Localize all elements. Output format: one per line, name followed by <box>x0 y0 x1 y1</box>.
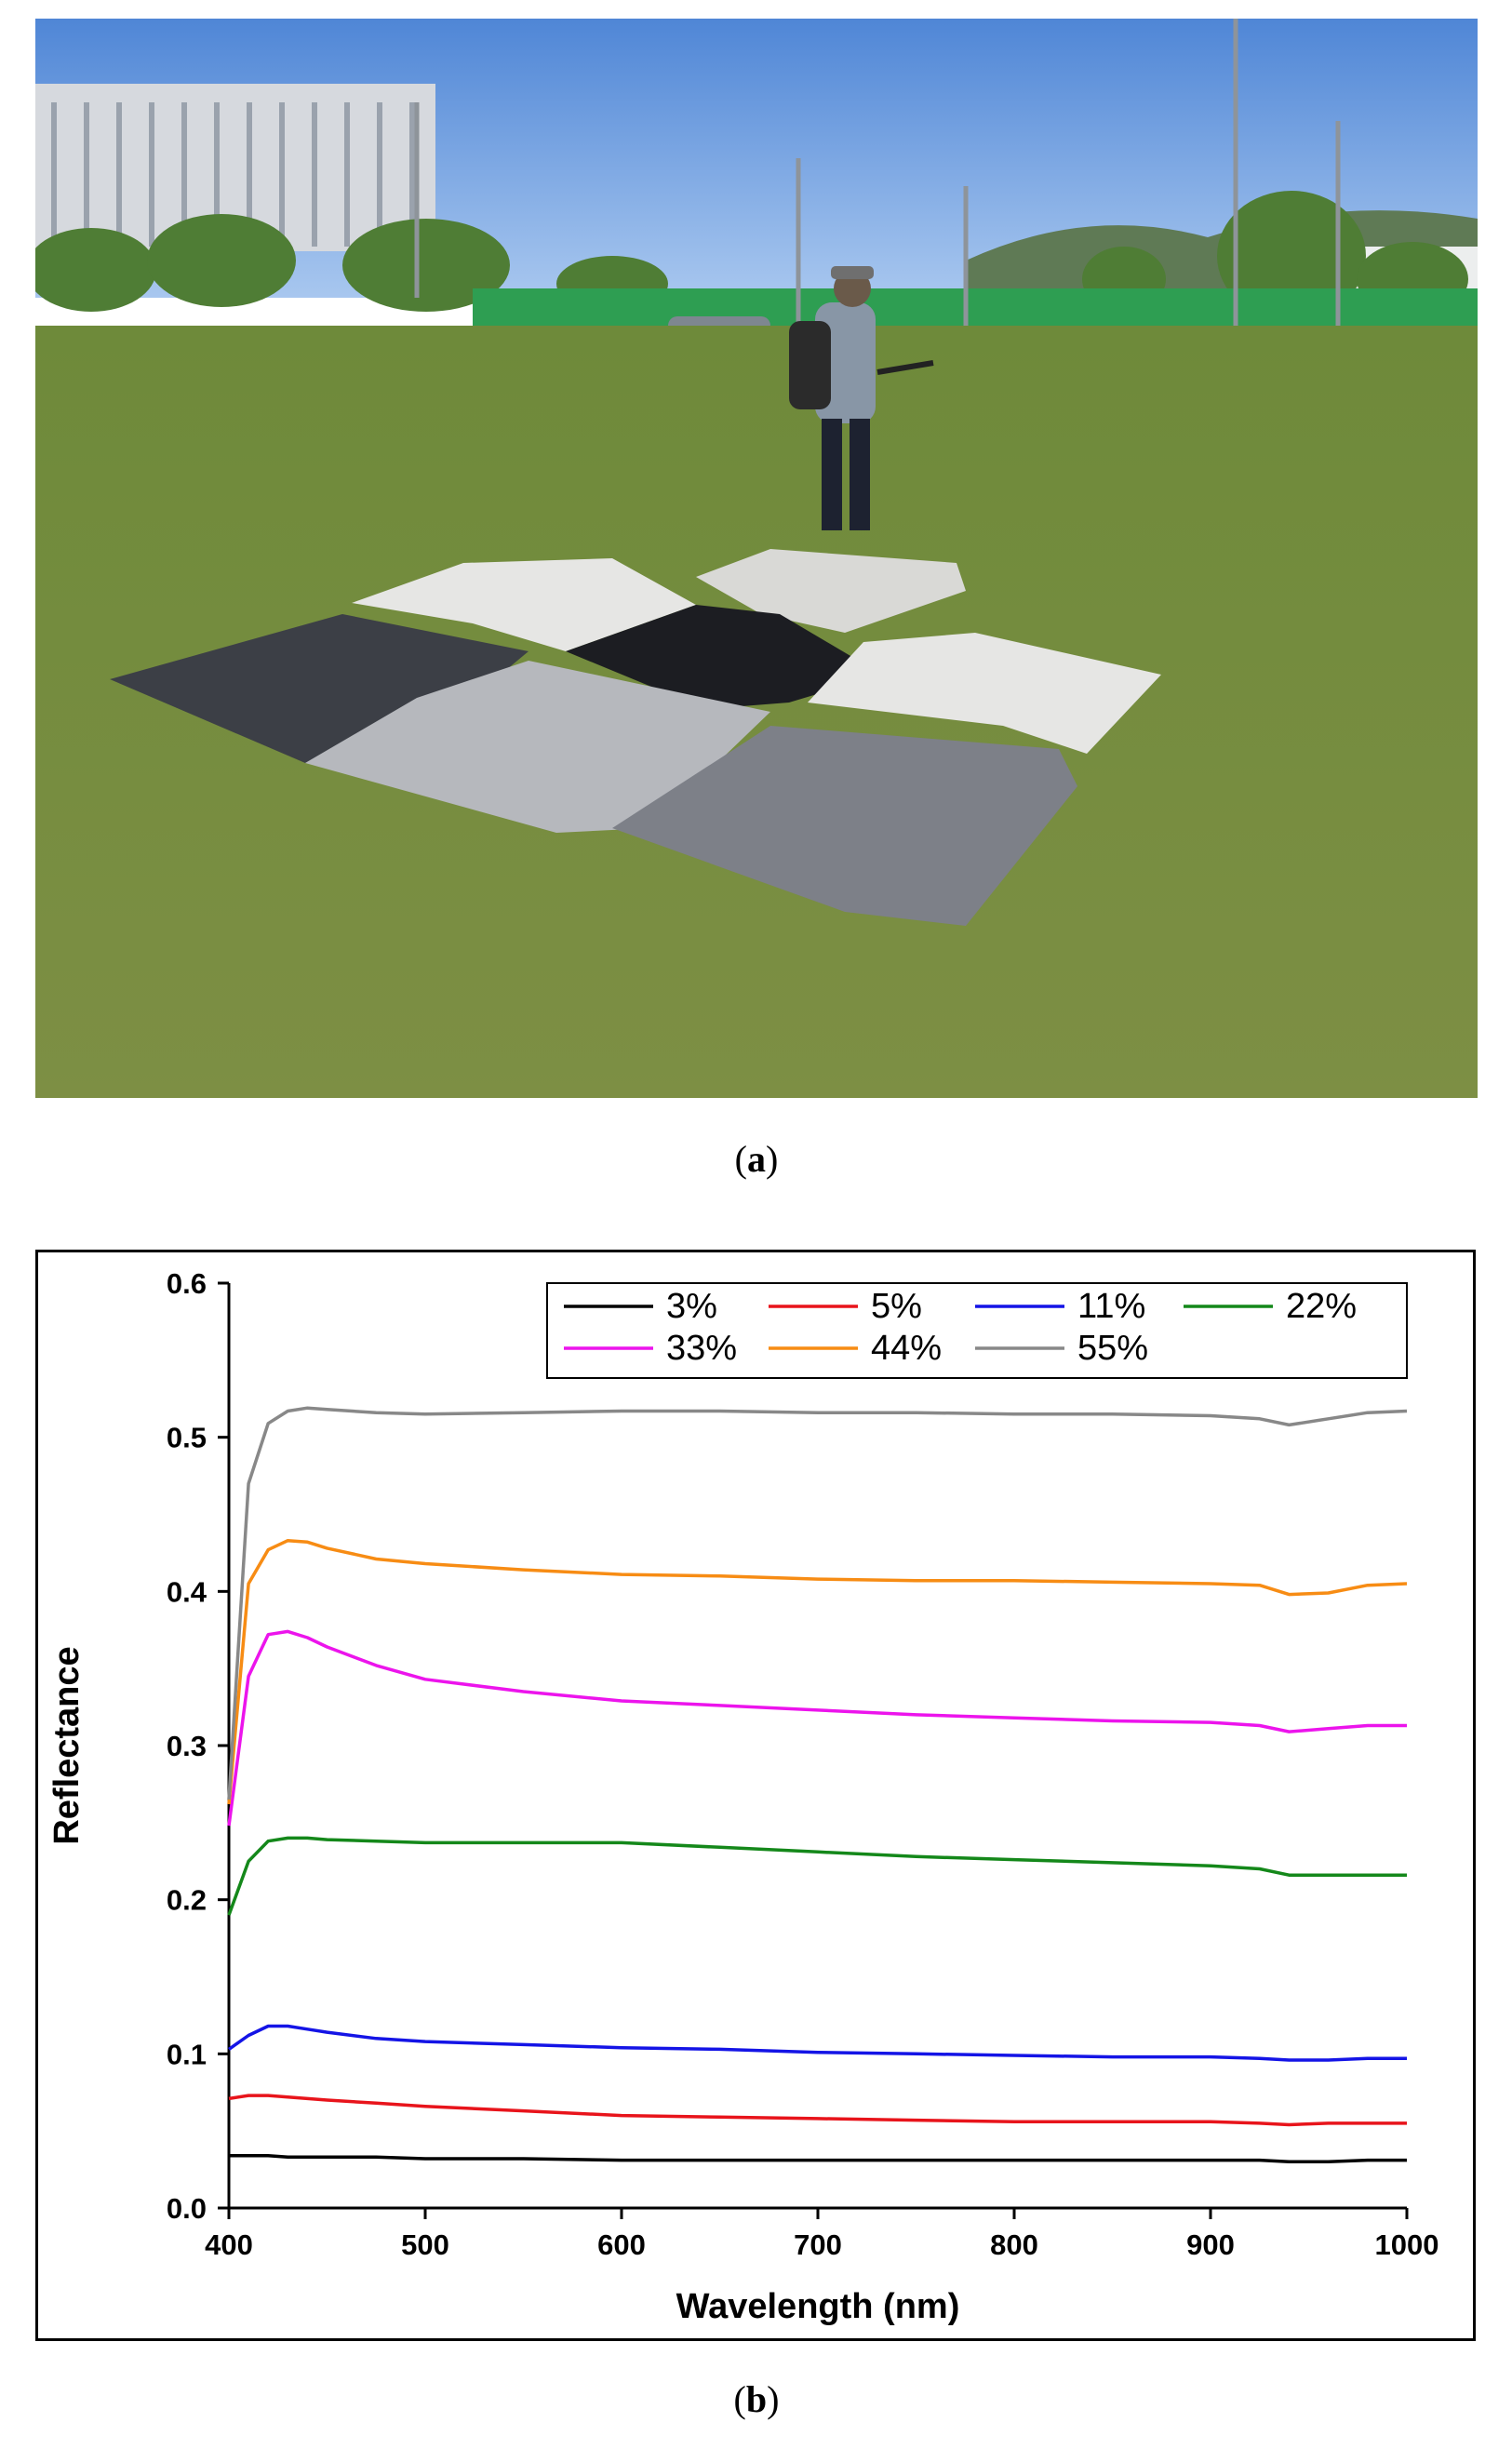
x-tick-label: 700 <box>794 2228 842 2261</box>
x-axis-title: Wavelength (nm) <box>676 2287 960 2326</box>
legend: 3% 5% 11% 22% 33% 44% 55% <box>546 1282 1408 1379</box>
x-tick-label: 600 <box>597 2228 646 2261</box>
legend-label: 33% <box>666 1329 737 1368</box>
x-tick-label: 1000 <box>1375 2228 1439 2261</box>
tarp-right-white <box>808 633 1161 754</box>
y-tick-label: 0.1 <box>167 2038 207 2070</box>
x-tick-label: 500 <box>401 2228 449 2261</box>
series-line-55pct <box>227 1406 1408 1800</box>
tarp-top-right <box>696 549 966 633</box>
tarp-gray-front <box>612 726 1077 926</box>
legend-label: 44% <box>871 1329 942 1368</box>
light-poles <box>414 19 1341 344</box>
series-line-44pct <box>227 1538 1408 1805</box>
x-tick-label: 900 <box>1186 2228 1235 2261</box>
series-line-5pct <box>228 2094 1407 2127</box>
tarp-black <box>566 605 882 709</box>
panel-a-caption: (a) <box>734 1138 779 1180</box>
field-photo <box>35 19 1478 1098</box>
x-tick-label: 400 <box>205 2228 253 2261</box>
reflectance-chart: 400 500 600 700 800 900 1000 0.0 0.1 0.2 0.3 0.4 0.5… <box>47 1267 1439 2326</box>
y-tick-label: 0.4 <box>167 1575 207 1608</box>
legend-label: 3% <box>666 1287 717 1326</box>
legend-box <box>546 1282 1408 1379</box>
series-line-33pct <box>227 1629 1407 1827</box>
x-tick-label: 800 <box>990 2228 1038 2261</box>
series-lines <box>227 1406 1408 2164</box>
legend-label: 22% <box>1286 1287 1357 1326</box>
tarp-light-mid <box>305 661 770 833</box>
legend-label: 55% <box>1077 1329 1148 1368</box>
y-tick-label: 0.5 <box>167 1422 207 1454</box>
y-axis-title: Reflectance <box>47 1646 87 1844</box>
series-line-11pct <box>227 2024 1407 2062</box>
y-tick-label: 0.2 <box>167 1884 207 1917</box>
series-line-3pct <box>229 2153 1407 2164</box>
y-tick-label: 0.6 <box>167 1267 207 1300</box>
panel-b-caption: (b) <box>733 2378 780 2420</box>
person <box>789 266 934 530</box>
legend-label: 11% <box>1077 1287 1145 1326</box>
tarp-top-left <box>352 558 696 651</box>
axes: 400 500 600 700 800 900 1000 0.0 0.1 0.2 0.3 0.4 0.5… <box>167 1267 1439 2261</box>
y-tick-label: 0.3 <box>167 1730 207 1762</box>
y-tick-label: 0.0 <box>167 2192 207 2225</box>
series-line-22pct <box>227 1836 1407 1916</box>
legend-label: 5% <box>871 1287 922 1326</box>
